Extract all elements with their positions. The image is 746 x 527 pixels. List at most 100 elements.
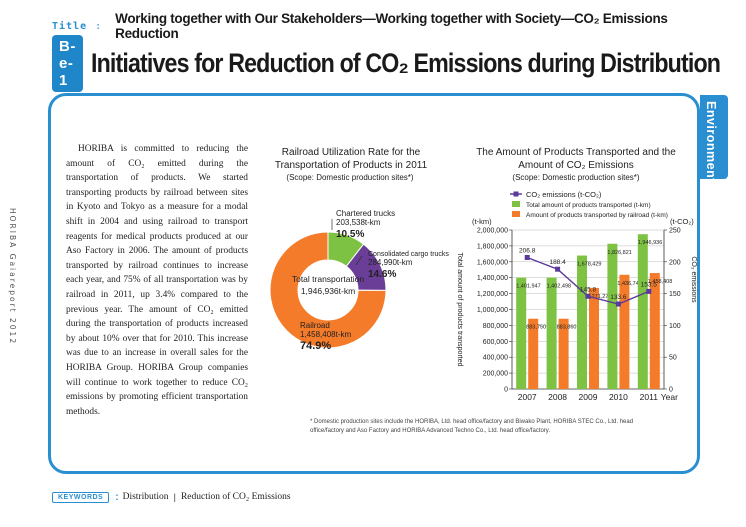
title-tag: Title (52, 20, 88, 32)
bar-total-2008 (546, 277, 557, 389)
rail-chart-title-line1: Railroad Utilization Rate for the (281, 147, 421, 158)
page-title: Initiatives for Reduction of CO₂ Emissio… (90, 47, 721, 78)
bar-total-2011 (637, 234, 648, 389)
co2-label-2011: 153.5 (641, 281, 658, 288)
left-tick-label-4: 800,000 (483, 323, 508, 330)
legend-total-swatch (512, 201, 520, 207)
keywords-badge: KEYWORDS (52, 491, 110, 503)
content-panel (48, 93, 700, 474)
x-tick-label-2011: 2011 (640, 392, 659, 402)
co2-label-2010: 133.6 (610, 294, 627, 301)
bar-total-label-2008: 1,402,498 (547, 284, 571, 290)
left-tick-label-1: 200,000 (483, 371, 508, 378)
x-axis-suffix: Year (661, 392, 678, 402)
section-badge: B-e-1 (52, 34, 83, 92)
pie-label-percent-1: 14.6% (368, 269, 396, 280)
left-tick-label-6: 1,200,000 (477, 291, 508, 298)
right-tick-label-1: 50 (669, 355, 677, 362)
rail-chart-title-line2: Transportation of Products in 2011 (274, 159, 428, 171)
bar-total-label-2010: 1,826,821 (607, 250, 631, 256)
legend-railroad-swatch (512, 211, 520, 217)
co2-point-2007 (524, 254, 530, 260)
bar-total-label-2007: 1,401,947 (516, 284, 540, 290)
left-tick-label-10: 2,000,000 (477, 228, 508, 235)
co2-point-2011 (646, 288, 652, 294)
bar-railroad-2007 (528, 318, 539, 389)
pie-label-value-0: 203,538t-km (336, 218, 381, 227)
x-tick-label-2010: 2010 (609, 392, 628, 402)
left-tick-label-3: 600,000 (483, 339, 508, 346)
left-axis-title: Total amount of products transported (456, 252, 463, 366)
right-tick-label-4: 200 (669, 259, 681, 266)
co2-label-2009: 145.8 (580, 286, 597, 293)
legend-total-label: Total amount of products transported (t-… (526, 202, 651, 209)
keywords-separator: : (115, 491, 119, 503)
keywords-row: KEYWORDS : Distribution | Reduction of C… (52, 490, 291, 504)
bar-railroad-2011 (649, 273, 660, 389)
legend-co2-marker (513, 191, 519, 197)
left-tick-label-8: 1,600,000 (477, 259, 508, 266)
co2-point-2008 (555, 266, 561, 272)
right-axis-title: CO₂ emissions (690, 256, 697, 303)
pie-label-value-2: 1,458,408t-km (300, 330, 351, 339)
pie-label-value-1: 284,990t-km (368, 258, 413, 267)
side-report-label: HORIBA Gaiareport 2012 (8, 208, 17, 346)
co2-label-2007: 206.8 (519, 247, 536, 254)
title-colon: : (95, 20, 102, 32)
co2-label-2008: 188.4 (549, 259, 566, 266)
bar-railroad-2008 (558, 318, 569, 389)
body-paragraph: HORIBA is committed to reducing the amou… (66, 144, 248, 417)
pie-label-percent-2: 74.9% (300, 340, 331, 352)
right-tick-label-2: 100 (669, 323, 681, 330)
environment-tab-label: Environment (704, 101, 718, 183)
bar-chart-title-line2: Amount of CO₂ Emissions (518, 159, 634, 171)
legend-co2-label: CO₂ emissions (t-CO₂) (526, 190, 602, 199)
bar-total-2009 (577, 255, 587, 389)
pie-label-name-1: Consolidated cargo trucks (368, 251, 449, 258)
keyword-co2-reduction[interactable]: Reduction of CO₂ Emissions (180, 492, 291, 502)
rail-chart-title: Railroad Utilization Rate for the Transp… (266, 147, 436, 172)
left-tick-label-0: 0 (504, 387, 508, 394)
pie-label-percent-0: 10.5% (336, 229, 364, 240)
pie-label-name-2: Railroad (300, 321, 330, 330)
legend-railroad-label: Amount of products transported by railro… (526, 212, 668, 219)
right-tick-label-3: 150 (669, 291, 681, 298)
bar-total-2007 (516, 277, 527, 389)
bar-railroad-label-2010: 1,436,740 (617, 281, 641, 287)
pie-label-name-0: Chartered trucks (336, 209, 395, 218)
bar-railroad-label-2009: 1,271,275 (587, 294, 611, 300)
x-tick-label-2009: 2009 (579, 392, 598, 402)
bar-chart-title-line1: The Amount of Products Transported and t… (476, 147, 676, 158)
footnote: * Domestic production sites include the … (310, 419, 634, 434)
left-tick-label-2: 400,000 (483, 355, 508, 362)
co2-point-2010 (615, 301, 621, 307)
railroad-pie-chart: Total transportation 1,946,936t-km Charter… (269, 209, 449, 352)
bar-chart-scope: (Scope: Domestic production sites*) (512, 173, 640, 182)
co2-point-2009 (585, 293, 591, 299)
pie-leader-1 (355, 255, 363, 266)
section-heading: B-e-1 Initiatives for Reduction of CO₂ E… (52, 34, 746, 92)
environment-tab[interactable]: Environment (700, 95, 728, 183)
right-tick-label-0: 0 (669, 387, 673, 394)
bar-chart-title: The Amount of Products Transported and t… (466, 147, 686, 172)
bar-total-label-2011: 1,946,936 (638, 240, 662, 246)
keyword-distribution[interactable]: Distribution (122, 492, 169, 502)
keyword-divider: | (173, 491, 176, 503)
x-tick-label-2007: 2007 (518, 392, 537, 402)
bar-railroad-label-2011: 1,458,408 (648, 279, 672, 285)
right-axis-unit: (t-CO₂) (670, 217, 694, 226)
left-axis-unit: (t-km) (472, 217, 492, 226)
right-tick-label-5: 250 (669, 228, 681, 235)
bar-total-label-2009: 1,678,429 (577, 262, 601, 268)
pie-slice-2 (269, 231, 387, 349)
bar-railroad-2009 (589, 287, 599, 389)
rail-chart-scope: (Scope: Domestic production sites*) (286, 173, 414, 182)
left-tick-label-5: 1,000,000 (477, 307, 508, 314)
bar-total-2010 (607, 243, 618, 389)
left-tick-label-9: 1,800,000 (477, 243, 508, 250)
transport-bar-chart: CO₂ emissions (t-CO₂) Total amount of pro… (456, 190, 697, 402)
x-tick-label-2008: 2008 (548, 392, 567, 402)
pie-center-line1: Total transportation (292, 274, 365, 284)
bar-railroad-2010 (619, 274, 630, 389)
bar-railroad-label-2008: 883,860 (557, 325, 577, 331)
